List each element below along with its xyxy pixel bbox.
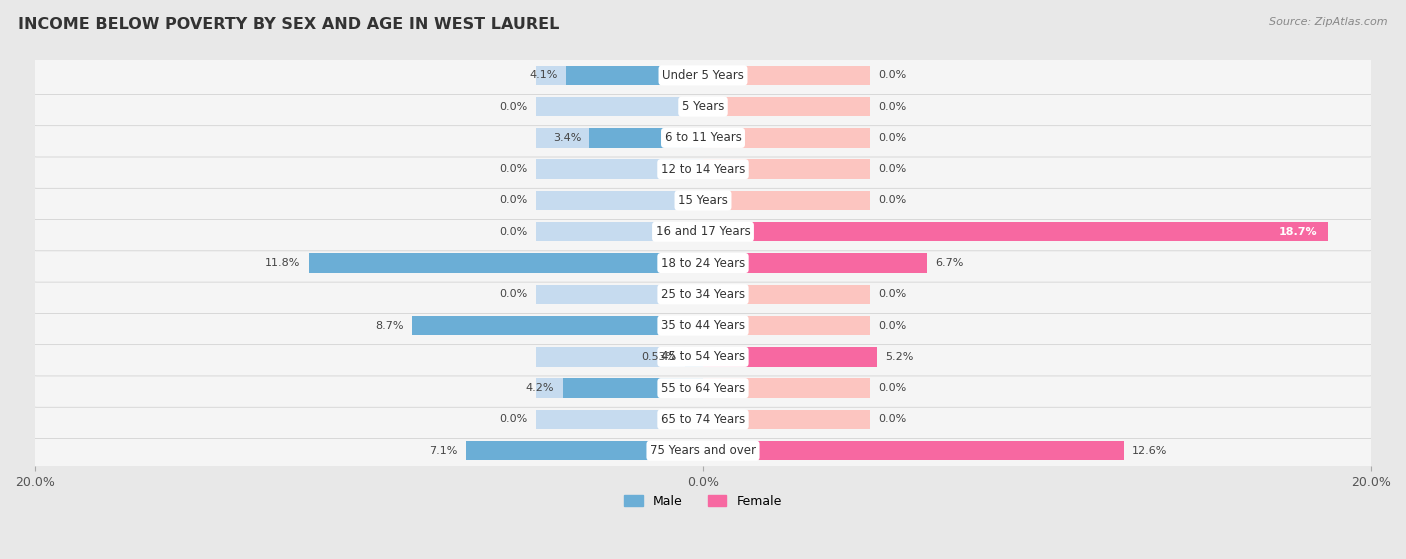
FancyBboxPatch shape	[31, 181, 1375, 220]
Text: 0.0%: 0.0%	[879, 383, 907, 393]
Bar	[685, 347, 703, 367]
Text: 0.0%: 0.0%	[879, 290, 907, 299]
Bar	[562, 378, 703, 398]
Bar	[703, 253, 927, 273]
Bar	[465, 441, 703, 461]
Bar	[703, 65, 870, 85]
Bar	[703, 159, 870, 179]
Bar	[703, 285, 870, 304]
Bar	[412, 316, 703, 335]
FancyBboxPatch shape	[31, 88, 1375, 126]
FancyBboxPatch shape	[31, 369, 1375, 407]
Text: 18 to 24 Years: 18 to 24 Years	[661, 257, 745, 269]
Text: 65 to 74 Years: 65 to 74 Years	[661, 413, 745, 426]
Bar	[589, 128, 703, 148]
Text: 0.0%: 0.0%	[499, 102, 527, 112]
Bar	[703, 316, 870, 335]
Bar	[703, 222, 1327, 241]
Text: 0.0%: 0.0%	[879, 196, 907, 206]
Bar	[703, 222, 870, 241]
Text: 7.1%: 7.1%	[429, 446, 457, 456]
Bar	[536, 441, 703, 461]
Text: 12.6%: 12.6%	[1132, 446, 1167, 456]
Bar	[703, 253, 870, 273]
Text: 0.0%: 0.0%	[879, 102, 907, 112]
Text: 18.7%: 18.7%	[1279, 227, 1317, 237]
Text: 3.4%: 3.4%	[553, 133, 581, 143]
FancyBboxPatch shape	[31, 338, 1375, 376]
Bar	[536, 159, 703, 179]
Bar	[703, 441, 870, 461]
Bar	[536, 191, 703, 210]
Bar	[536, 128, 703, 148]
Bar	[703, 441, 1123, 461]
Text: 0.0%: 0.0%	[879, 133, 907, 143]
FancyBboxPatch shape	[31, 432, 1375, 470]
Bar	[703, 128, 870, 148]
Text: 11.8%: 11.8%	[266, 258, 301, 268]
Bar	[536, 97, 703, 116]
Bar	[536, 316, 703, 335]
Text: 0.0%: 0.0%	[879, 414, 907, 424]
Text: INCOME BELOW POVERTY BY SEX AND AGE IN WEST LAUREL: INCOME BELOW POVERTY BY SEX AND AGE IN W…	[18, 17, 560, 32]
FancyBboxPatch shape	[31, 275, 1375, 314]
Bar	[536, 410, 703, 429]
Text: 15 Years: 15 Years	[678, 194, 728, 207]
Text: Source: ZipAtlas.com: Source: ZipAtlas.com	[1270, 17, 1388, 27]
Bar	[703, 410, 870, 429]
Text: Under 5 Years: Under 5 Years	[662, 69, 744, 82]
Bar	[536, 65, 703, 85]
Text: 0.0%: 0.0%	[499, 227, 527, 237]
Bar	[567, 65, 703, 85]
Bar	[703, 347, 877, 367]
Text: 0.53%: 0.53%	[641, 352, 676, 362]
Bar	[536, 378, 703, 398]
Text: 6 to 11 Years: 6 to 11 Years	[665, 131, 741, 144]
Bar	[536, 253, 703, 273]
Legend: Male, Female: Male, Female	[619, 490, 787, 513]
Text: 0.0%: 0.0%	[879, 70, 907, 80]
Text: 25 to 34 Years: 25 to 34 Years	[661, 288, 745, 301]
Text: 12 to 14 Years: 12 to 14 Years	[661, 163, 745, 176]
Text: 0.0%: 0.0%	[879, 321, 907, 330]
Text: 6.7%: 6.7%	[935, 258, 963, 268]
Bar	[309, 253, 703, 273]
Text: 5 Years: 5 Years	[682, 100, 724, 113]
FancyBboxPatch shape	[31, 56, 1375, 94]
Text: 0.0%: 0.0%	[879, 164, 907, 174]
FancyBboxPatch shape	[31, 119, 1375, 157]
Bar	[536, 222, 703, 241]
Text: 35 to 44 Years: 35 to 44 Years	[661, 319, 745, 332]
Text: 16 and 17 Years: 16 and 17 Years	[655, 225, 751, 238]
Text: 4.2%: 4.2%	[526, 383, 554, 393]
Bar	[703, 191, 870, 210]
Bar	[703, 378, 870, 398]
Bar	[536, 347, 703, 367]
Text: 5.2%: 5.2%	[884, 352, 914, 362]
FancyBboxPatch shape	[31, 400, 1375, 438]
Bar	[536, 285, 703, 304]
Text: 55 to 64 Years: 55 to 64 Years	[661, 382, 745, 395]
FancyBboxPatch shape	[31, 244, 1375, 282]
Text: 0.0%: 0.0%	[499, 290, 527, 299]
Text: 75 Years and over: 75 Years and over	[650, 444, 756, 457]
Text: 0.0%: 0.0%	[499, 196, 527, 206]
Text: 45 to 54 Years: 45 to 54 Years	[661, 350, 745, 363]
Text: 0.0%: 0.0%	[499, 414, 527, 424]
FancyBboxPatch shape	[31, 150, 1375, 188]
FancyBboxPatch shape	[31, 212, 1375, 251]
Bar	[703, 347, 870, 367]
Text: 4.1%: 4.1%	[529, 70, 558, 80]
Text: 8.7%: 8.7%	[375, 321, 404, 330]
FancyBboxPatch shape	[31, 306, 1375, 345]
Bar	[703, 97, 870, 116]
Text: 0.0%: 0.0%	[499, 164, 527, 174]
